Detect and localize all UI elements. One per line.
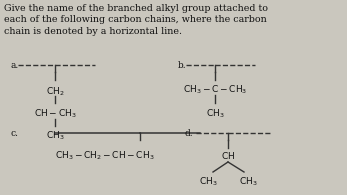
- Text: $\mathsf{CH_3}$: $\mathsf{CH_3}$: [46, 130, 64, 143]
- Text: $\mathsf{CH_2}$: $\mathsf{CH_2}$: [46, 85, 64, 98]
- Text: $\mathsf{CH_3-CH_2-CH-CH_3}$: $\mathsf{CH_3-CH_2-CH-CH_3}$: [55, 150, 155, 162]
- Text: $\mathsf{CH_3-C-CH_3}$: $\mathsf{CH_3-C-CH_3}$: [183, 83, 247, 96]
- Text: $\mathsf{CH-CH_3}$: $\mathsf{CH-CH_3}$: [34, 107, 76, 120]
- Text: a.: a.: [10, 60, 18, 69]
- Text: c.: c.: [10, 129, 18, 137]
- Text: b.: b.: [178, 60, 187, 69]
- Text: $\mathsf{CH_3}$: $\mathsf{CH_3}$: [239, 176, 257, 189]
- Text: $\mathsf{CH_3}$: $\mathsf{CH_3}$: [206, 107, 224, 120]
- Text: d.: d.: [185, 129, 194, 137]
- Text: $\mathsf{CH}$: $\mathsf{CH}$: [221, 150, 235, 161]
- Text: Give the name of the branched alkyl group attached to
each of the following carb: Give the name of the branched alkyl grou…: [4, 4, 268, 36]
- Text: $\mathsf{CH_3}$: $\mathsf{CH_3}$: [199, 176, 217, 189]
